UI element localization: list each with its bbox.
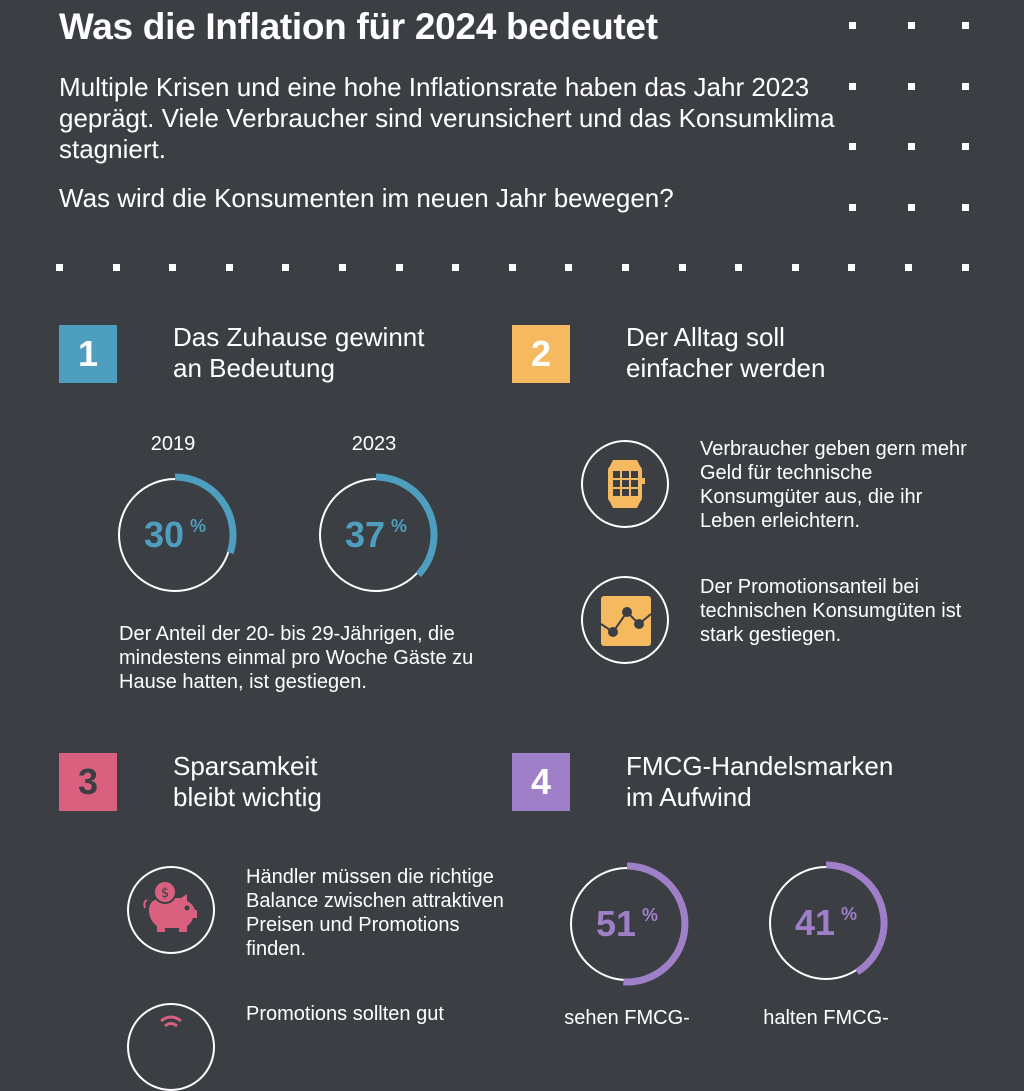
- section-number-badge: 4: [512, 753, 570, 811]
- section-title-line: Der Alltag soll: [626, 322, 785, 352]
- decorative-dot: [564, 263, 572, 271]
- decorative-dot: [907, 142, 915, 150]
- decorative-dot: [848, 21, 856, 29]
- ring-progress-arc: [375, 473, 438, 578]
- icon-circle: $: [127, 866, 215, 954]
- section-item-text: Verbraucher geben gern mehr Geld für tec…: [700, 438, 967, 532]
- decorative-dot: [961, 203, 969, 211]
- progress-ring: [570, 862, 689, 986]
- ring-value-unit: %: [391, 516, 408, 536]
- ring-value-number: 30: [143, 514, 185, 555]
- decorative-dot: [791, 263, 799, 271]
- decorative-dot: [961, 263, 969, 271]
- progress-ring: [319, 473, 438, 592]
- ring-progress-arc: [825, 861, 888, 975]
- page-title: Was die Inflation für 2024 bedeutet: [59, 6, 658, 47]
- ring-year-label: 2019: [150, 433, 196, 455]
- decorative-dot: [847, 263, 855, 271]
- ring-value: 41 %: [764, 903, 888, 943]
- ring-value-unit: %: [190, 516, 207, 536]
- decorative-dot: [907, 21, 915, 29]
- section-title: Das Zuhause gewinnt an Bedeutung: [173, 322, 424, 384]
- intro-text: Multiple Krisen und eine hohe Inflations…: [59, 72, 835, 164]
- decorative-dot: [508, 263, 516, 271]
- ring-value-number: 51: [595, 903, 637, 944]
- ring-progress-arc: [174, 473, 237, 554]
- section-title-line: einfacher werden: [626, 353, 826, 383]
- decorative-dot: [734, 263, 742, 271]
- ring-year-label: 2023: [351, 433, 397, 455]
- ring-value: 37 %: [314, 515, 438, 555]
- section-item-text: Der Promotionsanteil bei technischen Kon…: [700, 576, 962, 646]
- signal-icon: [160, 1015, 182, 1028]
- section-title-line: Das Zuhause gewinnt: [173, 322, 425, 352]
- section-title-line: Sparsamkeit: [173, 751, 318, 781]
- intro-question: Was wird die Konsumenten im neuen Jahr b…: [59, 183, 674, 213]
- decorative-dot: [55, 263, 63, 271]
- section-number-badge: 3: [59, 753, 117, 811]
- section-title-line: an Bedeutung: [173, 353, 335, 383]
- icon-circle: [581, 440, 669, 528]
- decorative-dot: [621, 263, 629, 271]
- ring-caption: sehen FMCG-: [564, 1007, 690, 1029]
- decorative-dot: [907, 203, 915, 211]
- decorative-dot: [907, 82, 915, 90]
- decorative-dot: [848, 203, 856, 211]
- decorative-dot: [904, 263, 912, 271]
- decorative-dot: [961, 21, 969, 29]
- decorative-dot: [451, 263, 459, 271]
- section-title: FMCG-Handelsmarken im Aufwind: [626, 751, 893, 813]
- icon-circle: [127, 1003, 215, 1091]
- decorative-dot: [678, 263, 686, 271]
- ring-caption: halten FMCG-: [763, 1007, 889, 1029]
- ring-value: 51 %: [565, 904, 689, 944]
- decorative-dot: [112, 263, 120, 271]
- decorative-dot: [848, 82, 856, 90]
- section-description: Der Anteil der 20- bis 29-Jährigen, die …: [119, 623, 474, 693]
- ring-value-unit: %: [841, 904, 858, 924]
- section-title-line: im Aufwind: [626, 782, 752, 812]
- svg-text:$: $: [161, 886, 169, 901]
- smartwatch-icon: [608, 460, 645, 508]
- decorative-dot: [338, 263, 346, 271]
- ring-value-number: 37: [344, 514, 386, 555]
- progress-ring: [769, 861, 888, 980]
- decorative-dot: [848, 142, 856, 150]
- section-title: Sparsamkeit bleibt wichtig: [173, 751, 322, 813]
- icon-circle: [581, 576, 669, 664]
- section-title: Der Alltag soll einfacher werden: [626, 322, 825, 384]
- decorative-dot: [168, 263, 176, 271]
- line-chart-icon: [600, 596, 652, 646]
- piggy-bank-icon: $: [143, 880, 197, 932]
- section-number-badge: 1: [59, 325, 117, 383]
- ring-progress-arc: [623, 862, 689, 986]
- section-item-text: Promotions sollten gut: [246, 1003, 444, 1025]
- decorative-dot: [281, 263, 289, 271]
- ring-value: 30 %: [113, 515, 237, 555]
- decorative-dot: [225, 263, 233, 271]
- decorative-dot: [961, 82, 969, 90]
- section-item-text: Händler müssen die richtige Balance zwis…: [246, 866, 504, 960]
- decorative-dot: [395, 263, 403, 271]
- ring-value-number: 41: [794, 902, 836, 943]
- section-title-line: FMCG-Handelsmarken: [626, 751, 894, 781]
- ring-value-unit: %: [642, 905, 659, 925]
- section-number-badge: 2: [512, 325, 570, 383]
- section-title-line: bleibt wichtig: [173, 782, 322, 812]
- decorative-dot: [961, 142, 969, 150]
- progress-ring: [118, 473, 237, 592]
